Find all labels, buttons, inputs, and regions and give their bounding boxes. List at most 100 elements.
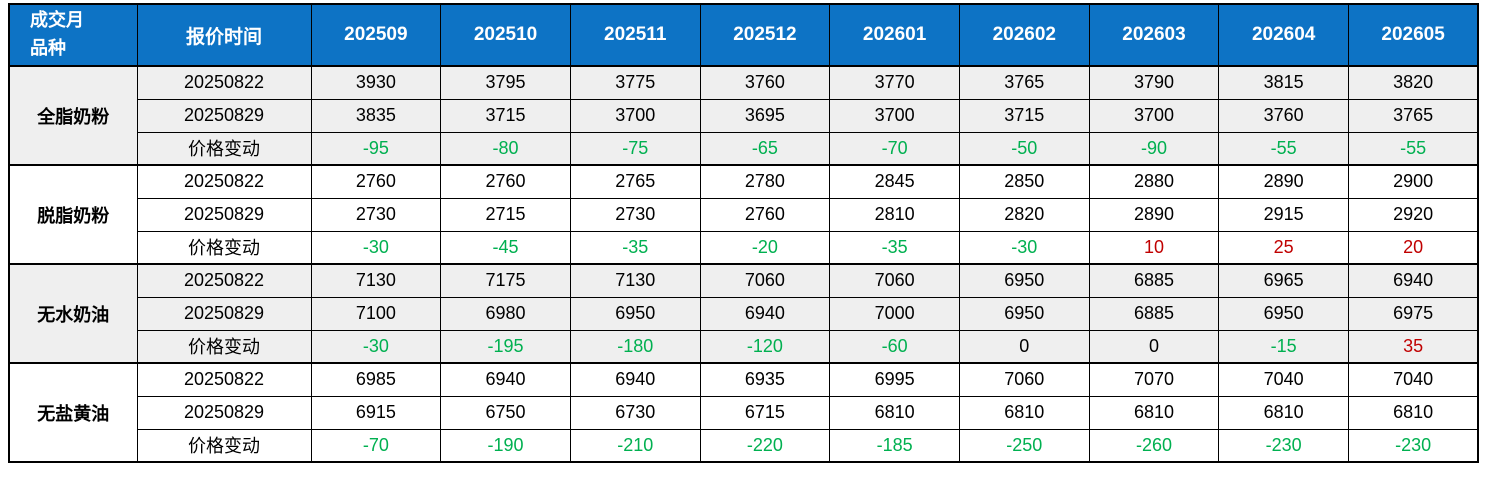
dairy-price-table: 成交月 品种 报价时间 202509 202510 202511 202512 2026… (8, 3, 1480, 463)
table-row: 20250829 7100 6980 6950 6940 7000 6950 6885 6950… (9, 296, 1479, 331)
quote-date: 20250822 (136, 65, 312, 100)
price-change-value: -15 (1218, 329, 1349, 364)
price-value: 6935 (699, 362, 831, 397)
price-value: 3835 (310, 98, 442, 133)
product-name: 脱脂奶粉 (8, 164, 138, 265)
quote-date: 20250822 (136, 164, 312, 199)
price-change-value: -75 (569, 131, 701, 166)
price-value: 6730 (569, 395, 701, 430)
price-value: 2780 (699, 164, 831, 199)
price-value: 6950 (958, 263, 1090, 298)
price-change-value: -250 (958, 428, 1090, 463)
price-change-value: -230 (1218, 428, 1349, 463)
table-row: 20250829 3835 3715 3700 3695 3700 3715 3700 3760… (9, 98, 1479, 133)
price-value: 2810 (829, 197, 960, 232)
price-value: 2760 (699, 197, 831, 232)
month-header: 202605 (1348, 3, 1479, 67)
price-change-value: -20 (699, 230, 831, 265)
price-value: 7130 (310, 263, 442, 298)
price-change-label: 价格变动 (136, 230, 312, 265)
price-value: 3700 (1088, 98, 1220, 133)
price-value: 6885 (1088, 263, 1220, 298)
price-value: 6950 (569, 296, 701, 331)
price-value: 3795 (440, 65, 571, 100)
price-change-value: -30 (310, 230, 442, 265)
price-value: 7060 (699, 263, 831, 298)
month-header: 202603 (1088, 3, 1220, 67)
price-value: 3700 (569, 98, 701, 133)
corner-header-line1: 成交月 (30, 10, 84, 31)
price-value: 6885 (1088, 296, 1220, 331)
product-name: 全脂奶粉 (8, 65, 138, 166)
price-value: 6940 (699, 296, 831, 331)
price-value: 3700 (829, 98, 960, 133)
corner-header: 成交月 品种 (8, 3, 138, 67)
price-value: 6980 (440, 296, 571, 331)
corner-header-line2: 品种 (30, 38, 66, 58)
price-value: 2880 (1088, 164, 1220, 199)
month-header: 202601 (829, 3, 960, 67)
price-value: 6975 (1348, 296, 1479, 331)
price-change-value: -190 (440, 428, 571, 463)
price-value: 3695 (699, 98, 831, 133)
price-value: 3775 (569, 65, 701, 100)
price-value: 3765 (1348, 98, 1479, 133)
price-value: 7040 (1218, 362, 1349, 397)
table-row: 价格变动 -95 -80 -75 -65 -70 -50 -90 -55 -55 (9, 131, 1479, 166)
table-row: 无水奶油 20250822 7130 7175 7130 7060 7060 6950 6885… (8, 263, 1479, 364)
price-value: 6940 (440, 362, 571, 397)
table-row: 价格变动 -30 -195 -180 -120 -60 0 0 -15 35 (9, 329, 1479, 364)
price-change-value: -185 (829, 428, 960, 463)
price-change-value: -60 (829, 329, 960, 364)
price-change-value: -210 (569, 428, 701, 463)
price-value: 7175 (440, 263, 571, 298)
month-header: 202510 (440, 3, 571, 67)
price-value: 2915 (1218, 197, 1349, 232)
table-row: 20250829 2730 2715 2730 2760 2810 2820 2890 2915… (9, 197, 1479, 232)
price-value: 6750 (440, 395, 571, 430)
price-change-value: -195 (440, 329, 571, 364)
price-change-value: -55 (1348, 131, 1479, 166)
price-change-value: -90 (1088, 131, 1220, 166)
price-change-value: 0 (1088, 329, 1220, 364)
table-row: 全脂奶粉 20250822 3930 3795 3775 3760 3770 3765 3790… (8, 65, 1479, 166)
price-value: 2760 (310, 164, 442, 199)
price-value: 2715 (440, 197, 571, 232)
price-value: 2850 (958, 164, 1090, 199)
price-value: 7060 (829, 263, 960, 298)
quote-date: 20250822 (136, 263, 312, 298)
price-value: 2920 (1348, 197, 1479, 232)
table-container: 成交月 品种 报价时间 202509 202510 202511 202512 2026… (8, 3, 1480, 463)
price-value: 2760 (440, 164, 571, 199)
quote-date: 20250829 (136, 98, 312, 133)
price-change-value: -120 (699, 329, 831, 364)
price-change-label: 价格变动 (136, 329, 312, 364)
price-value: 3770 (829, 65, 960, 100)
price-value: 3930 (310, 65, 442, 100)
price-change-value: -70 (829, 131, 960, 166)
price-change-value: -45 (440, 230, 571, 265)
price-change-value: -55 (1218, 131, 1349, 166)
table-body: 全脂奶粉 20250822 3930 3795 3775 3760 3770 3765 3790… (8, 65, 1479, 463)
table-row: 价格变动 -70 -190 -210 -220 -185 -250 -260 -230 -230 (9, 428, 1479, 463)
price-value: 6950 (958, 296, 1090, 331)
quote-date: 20250822 (136, 362, 312, 397)
price-change-value: -35 (829, 230, 960, 265)
price-value: 7130 (569, 263, 701, 298)
price-value: 3820 (1348, 65, 1479, 100)
price-value: 6715 (699, 395, 831, 430)
price-change-value: -220 (699, 428, 831, 463)
price-value: 6940 (569, 362, 701, 397)
price-value: 3765 (958, 65, 1090, 100)
price-value: 3815 (1218, 65, 1349, 100)
price-change-label: 价格变动 (136, 131, 312, 166)
month-header: 202509 (310, 3, 442, 67)
quote-date: 20250829 (136, 395, 312, 430)
month-header: 202604 (1218, 3, 1349, 67)
price-value: 6985 (310, 362, 442, 397)
price-value: 2820 (958, 197, 1090, 232)
month-header: 202511 (569, 3, 701, 67)
price-change-value: 10 (1088, 230, 1220, 265)
price-value: 6810 (1088, 395, 1220, 430)
product-name: 无盐黄油 (8, 362, 138, 463)
